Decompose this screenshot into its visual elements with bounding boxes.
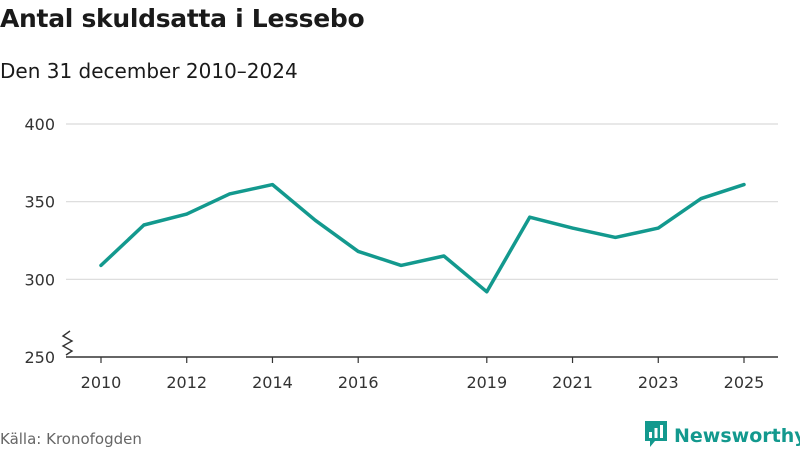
- newsworthy-logo-icon: [644, 420, 668, 452]
- data-point-2015: [313, 218, 317, 222]
- y-tick-label-300: 300: [24, 270, 55, 289]
- x-tick-label-2023: 2023: [638, 373, 679, 392]
- x-tick-label-2025: 2025: [724, 373, 765, 392]
- data-point-2019: [485, 290, 489, 294]
- source-note: Källa: Kronofogden: [0, 430, 142, 448]
- data-point-2017: [399, 263, 403, 267]
- data-point-2018: [442, 254, 446, 258]
- data-point-2013: [228, 192, 232, 196]
- y-tick-label-400: 400: [24, 115, 55, 134]
- x-tick-label-2019: 2019: [466, 373, 507, 392]
- data-point-2011: [142, 223, 146, 227]
- x-tick-label-2012: 2012: [166, 373, 207, 392]
- data-point-2023: [656, 226, 660, 230]
- x-tick-label-2016: 2016: [338, 373, 379, 392]
- x-tick-label-2010: 2010: [81, 373, 122, 392]
- data-point-2025: [742, 183, 746, 187]
- x-tick-label-2021: 2021: [552, 373, 593, 392]
- data-point-2021: [571, 226, 575, 230]
- chart-subtitle: Den 31 december 2010–2024: [0, 59, 298, 83]
- axis-break-icon: [61, 330, 74, 356]
- chart-title: Antal skuldsatta i Lessebo: [0, 4, 365, 33]
- data-point-2010: [99, 263, 103, 267]
- x-tick-label-2014: 2014: [252, 373, 293, 392]
- brand-logo[interactable]: Newsworthy: [644, 420, 800, 452]
- data-point-2016: [356, 249, 360, 253]
- data-point-2022: [613, 235, 617, 239]
- data-point-2012: [185, 212, 189, 216]
- data-point-2024: [699, 197, 703, 201]
- series-line-0: [99, 182, 746, 294]
- y-tick-label-250: 250: [24, 348, 55, 367]
- data-point-2020: [528, 215, 532, 219]
- data-point-2014: [270, 183, 274, 187]
- y-tick-label-350: 350: [24, 193, 55, 212]
- brand-name: Newsworthy: [674, 425, 800, 447]
